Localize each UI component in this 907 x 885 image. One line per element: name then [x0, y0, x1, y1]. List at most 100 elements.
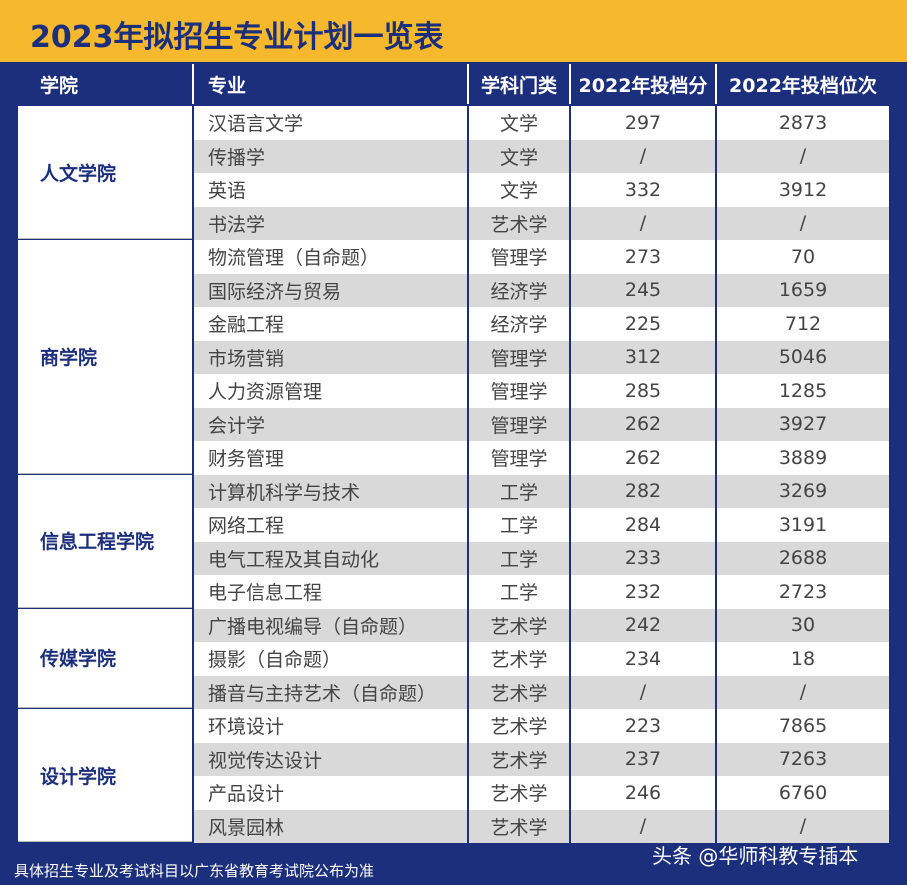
footer-note: 具体招生专业及考试科目以广东省教育考试院公布为准	[14, 862, 375, 880]
table-cell: 262	[571, 407, 715, 441]
table-cell: /	[717, 809, 889, 843]
table-cell: 管理学	[469, 340, 569, 374]
table-cell: 艺术学	[469, 776, 569, 810]
table-cell: 2688	[717, 541, 889, 575]
header-cell: 2022年投档分	[578, 74, 708, 97]
table-cell: 摄影（自命题）	[194, 642, 467, 676]
table-cell: 艺术学	[469, 608, 569, 642]
table-cell: 产品设计	[194, 776, 467, 810]
table-cell: 风景园林	[194, 809, 467, 843]
table-cell: 播音与主持艺术（自命题）	[194, 675, 467, 709]
table-cell: 245	[571, 273, 715, 307]
table-cell: 2723	[717, 575, 889, 609]
table-cell: 会计学	[194, 407, 467, 441]
table-cell: 书法学	[194, 206, 467, 240]
table-cell: 艺术学	[469, 206, 569, 240]
table-cell: 人力资源管理	[194, 374, 467, 408]
table-cell: 管理学	[469, 441, 569, 475]
college-cell: 设计学院	[18, 709, 192, 842]
table-cell: 712	[717, 307, 889, 341]
table-cell: /	[717, 206, 889, 240]
table-cell: 国际经济与贸易	[194, 273, 467, 307]
table-cell: 312	[571, 340, 715, 374]
table-cell: 经济学	[469, 307, 569, 341]
table-cell: 工学	[469, 474, 569, 508]
college-cell: 商学院	[18, 240, 192, 474]
table-cell: 7263	[717, 742, 889, 776]
table-cell: 237	[571, 742, 715, 776]
table-cell: 传播学	[194, 139, 467, 173]
table-cell: 70	[717, 240, 889, 274]
college-cell: 传媒学院	[18, 608, 192, 708]
table-cell: 文学	[469, 139, 569, 173]
table-cell: /	[717, 675, 889, 709]
table-cell: 艺术学	[469, 709, 569, 743]
table-cell: 18	[717, 642, 889, 676]
table-cell: 汉语言文学	[194, 106, 467, 140]
table-cell: 225	[571, 307, 715, 341]
table-cell: 332	[571, 173, 715, 207]
table-cell: 7865	[717, 709, 889, 743]
table-cell: 6760	[717, 776, 889, 810]
table-cell: 市场营销	[194, 340, 467, 374]
table-cell: 3927	[717, 407, 889, 441]
table-cell: 工学	[469, 508, 569, 542]
header-cell: 专业	[208, 74, 247, 97]
table-cell: 282	[571, 474, 715, 508]
table-cell: 2873	[717, 106, 889, 140]
table-cell: 文学	[469, 173, 569, 207]
table-cell: 1659	[717, 273, 889, 307]
table-cell: /	[571, 139, 715, 173]
table-cell: 金融工程	[194, 307, 467, 341]
table-cell: 3889	[717, 441, 889, 475]
table-cell: 3912	[717, 173, 889, 207]
header-cell: 学科门类	[480, 74, 557, 97]
table-cell: 1285	[717, 374, 889, 408]
table-cell: 234	[571, 642, 715, 676]
table-cell: 233	[571, 541, 715, 575]
table-cell: 英语	[194, 173, 467, 207]
table-cell: 5046	[717, 340, 889, 374]
table-cell: 223	[571, 709, 715, 743]
table-cell: 艺术学	[469, 742, 569, 776]
table-cell: 246	[571, 776, 715, 810]
table-cell: 电子信息工程	[194, 575, 467, 609]
table-cell: 经济学	[469, 273, 569, 307]
table-cell: 艺术学	[469, 675, 569, 709]
table-cell: 284	[571, 508, 715, 542]
college-cell: 人文学院	[18, 106, 192, 239]
table-cell: 艺术学	[469, 809, 569, 843]
table-cell: 30	[717, 608, 889, 642]
table-cell: 285	[571, 374, 715, 408]
table-cell: 财务管理	[194, 441, 467, 475]
header-divider	[192, 64, 194, 104]
table-cell: 3269	[717, 474, 889, 508]
table-cell: 3191	[717, 508, 889, 542]
table-cell: /	[571, 675, 715, 709]
table-cell: /	[571, 809, 715, 843]
header-cell: 学院	[40, 74, 79, 97]
title: 2023年拟招生专业计划一览表	[30, 20, 444, 55]
table-cell: 273	[571, 240, 715, 274]
table-cell: 广播电视编导（自命题）	[194, 608, 467, 642]
table-cell: /	[571, 206, 715, 240]
table-cell: 物流管理（自命题）	[194, 240, 467, 274]
table-cell: 工学	[469, 541, 569, 575]
table-cell: 232	[571, 575, 715, 609]
watermark: 头条 @华师科教专插本	[652, 844, 859, 868]
header-divider	[715, 64, 717, 104]
college-cell: 信息工程学院	[18, 474, 192, 608]
table-cell: 艺术学	[469, 642, 569, 676]
table-cell: 文学	[469, 106, 569, 140]
table-cell: /	[717, 139, 889, 173]
header-divider	[569, 64, 571, 104]
header-divider	[467, 64, 469, 104]
header-cell: 2022年投档位次	[729, 74, 877, 97]
table-cell: 管理学	[469, 374, 569, 408]
table-cell: 297	[571, 106, 715, 140]
table-cell: 242	[571, 608, 715, 642]
table-cell: 262	[571, 441, 715, 475]
table-cell: 计算机科学与技术	[194, 474, 467, 508]
table-cell: 管理学	[469, 407, 569, 441]
